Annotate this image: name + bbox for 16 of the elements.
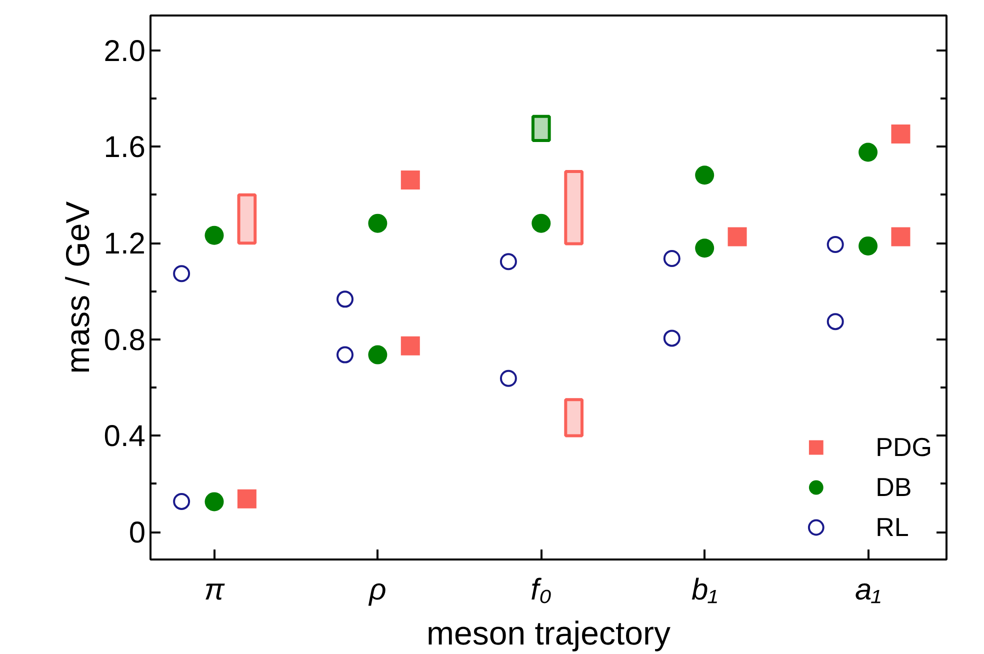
y-tick-label: 1.6 [104,131,146,164]
legend-label: RL [876,512,909,542]
y-tick-label: 0.8 [104,324,146,357]
x-tick-label: a₁ [854,574,882,606]
y-tick-label: 0.4 [104,420,146,454]
x-tick-label: ρ [368,574,386,606]
y-tick-label: 2.0 [104,34,146,68]
y-axis-title: mass / GeV [58,201,96,374]
x-axis-title: meson trajectory [426,614,671,652]
x-tick-label: π [204,574,226,606]
legend-label: DB [876,472,912,502]
y-tick-label: 0 [128,516,146,550]
x-tick-label: f₀ [530,574,552,606]
legend-label: PDG [876,432,932,462]
y-tick-label: 1.2 [104,228,146,261]
x-tick-label: b₁ [692,574,718,606]
